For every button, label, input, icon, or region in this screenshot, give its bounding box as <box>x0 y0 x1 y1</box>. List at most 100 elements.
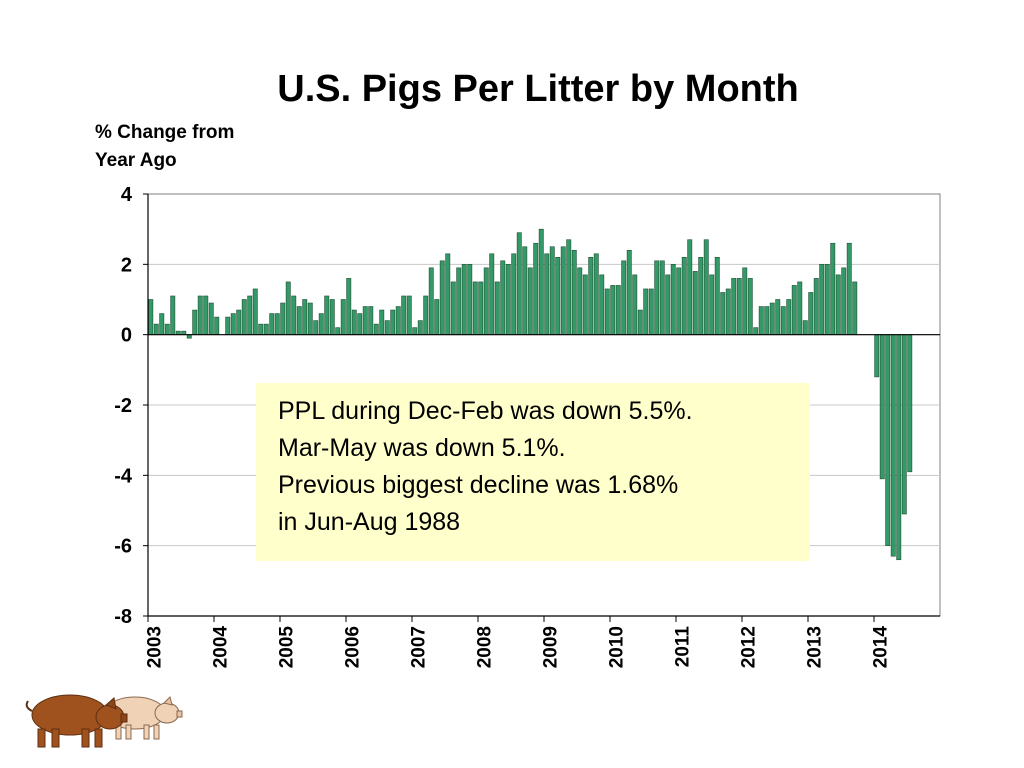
bar <box>747 278 753 335</box>
bar <box>907 334 913 473</box>
bar <box>846 242 852 335</box>
bar <box>643 288 649 335</box>
bar <box>522 246 528 335</box>
x-tick-label: 2003 <box>145 626 166 668</box>
bar <box>379 309 385 335</box>
bar <box>390 309 396 335</box>
bar <box>456 267 462 335</box>
bar <box>835 274 841 335</box>
bar <box>527 267 533 335</box>
bar <box>412 327 418 335</box>
bar <box>720 292 726 335</box>
bar <box>725 288 731 335</box>
bar <box>357 313 363 335</box>
bar <box>302 299 308 335</box>
bar <box>236 309 242 335</box>
x-tick-label: 2010 <box>607 626 628 668</box>
bar <box>384 320 390 335</box>
bar <box>318 313 324 335</box>
bar <box>500 260 506 335</box>
bar <box>406 295 412 335</box>
bar <box>401 295 407 335</box>
bar <box>351 309 357 335</box>
x-tick-label: 2012 <box>739 626 760 668</box>
bar <box>247 295 253 335</box>
tick-labels: 4 2 0 -2 -4 -6 -8 2003 2004 2005 2006 2007 2008 2009 2… <box>114 184 891 668</box>
bar <box>692 271 698 335</box>
bar <box>764 306 770 335</box>
bar <box>472 281 478 335</box>
bar <box>621 260 627 335</box>
bar <box>170 295 176 335</box>
bar <box>434 299 440 335</box>
bar <box>214 316 220 335</box>
bar <box>258 323 264 335</box>
bar <box>423 295 429 335</box>
y-tick-label: -4 <box>114 465 133 487</box>
bar <box>505 264 511 335</box>
bar <box>225 316 231 335</box>
bar <box>329 299 335 335</box>
bar <box>604 288 610 335</box>
brown-pig-icon <box>25 694 128 748</box>
bar <box>582 274 588 335</box>
bar <box>819 264 825 335</box>
pigs-illustration <box>25 694 183 748</box>
bar <box>269 313 275 335</box>
bar <box>467 264 473 335</box>
chart-title: U.S. Pigs Per Litter by Month <box>277 68 799 110</box>
bar <box>291 295 297 335</box>
bar <box>736 278 742 335</box>
bar <box>731 278 737 335</box>
bar <box>830 242 836 335</box>
bar <box>698 256 704 335</box>
annotation-line-4: in Jun-Aug 1988 <box>278 508 461 536</box>
y-tick-label: 0 <box>121 325 132 347</box>
bar <box>164 323 170 335</box>
bar <box>538 228 544 335</box>
y-tick-label: 4 <box>121 184 133 206</box>
bar <box>709 274 715 335</box>
bar <box>417 320 423 335</box>
y-axis-label: % Change from Year Ago <box>95 119 295 175</box>
annotation-line-1: PPL during Dec-Feb was down 5.5%. <box>278 397 693 425</box>
bar <box>395 306 401 335</box>
y-tick-label: 2 <box>121 254 132 276</box>
bar <box>445 253 451 335</box>
bar <box>753 327 759 335</box>
bar <box>637 309 643 335</box>
bar <box>566 239 572 335</box>
bar <box>533 242 539 335</box>
bar <box>373 323 379 335</box>
bar <box>676 267 682 335</box>
bar <box>483 267 489 335</box>
bar <box>665 274 671 335</box>
annotation-line-3: Previous biggest decline was 1.68% <box>278 471 679 499</box>
x-tick-label: 2006 <box>343 626 364 668</box>
bar <box>439 260 445 335</box>
bar <box>780 306 786 335</box>
y-tick-label: -8 <box>114 606 132 628</box>
y-tick-label: -6 <box>114 536 132 558</box>
bar <box>610 285 616 335</box>
bar <box>687 239 693 335</box>
bar <box>560 246 566 335</box>
bar <box>813 278 819 335</box>
bar <box>346 278 352 335</box>
axes <box>143 193 940 622</box>
annotation-box: PPL during Dec-Feb was down 5.5%. Mar-Ma… <box>256 383 810 561</box>
bar <box>874 334 880 378</box>
bar <box>896 334 902 561</box>
bar <box>544 253 550 335</box>
bar <box>428 267 434 335</box>
bar <box>703 239 709 335</box>
bar <box>335 327 341 335</box>
bar <box>516 232 522 335</box>
bar <box>885 334 891 546</box>
x-tick-label: 2008 <box>475 626 496 668</box>
bar <box>511 253 517 335</box>
x-tick-label: 2014 <box>871 626 892 669</box>
bar <box>824 264 830 335</box>
bar <box>362 306 368 335</box>
bar <box>489 253 495 335</box>
